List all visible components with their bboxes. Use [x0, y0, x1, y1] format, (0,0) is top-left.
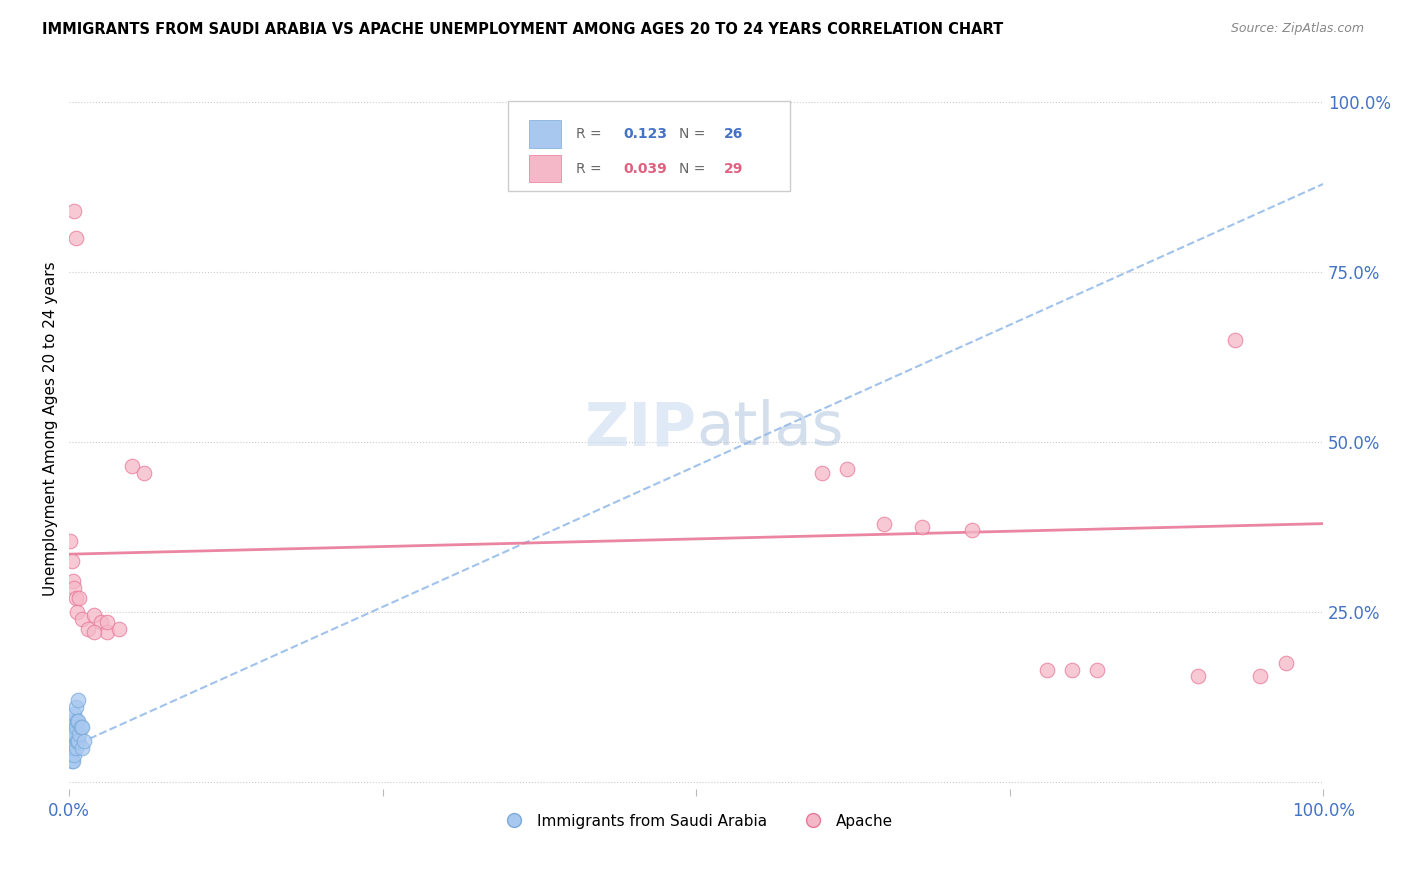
Point	[121, 458, 143, 473]
Point	[62, 714, 84, 728]
Text: N =: N =	[679, 161, 704, 176]
Point	[66, 734, 89, 748]
Point	[835, 462, 858, 476]
Point	[1036, 663, 1059, 677]
Point	[62, 755, 84, 769]
Point	[65, 740, 87, 755]
Text: N =: N =	[679, 127, 704, 141]
Point	[96, 615, 118, 629]
Point	[60, 755, 83, 769]
Point	[62, 574, 84, 589]
FancyBboxPatch shape	[508, 101, 790, 191]
Point	[59, 720, 82, 734]
Point	[66, 693, 89, 707]
FancyBboxPatch shape	[530, 120, 561, 148]
Point	[66, 714, 89, 728]
Point	[911, 520, 934, 534]
Text: 26: 26	[724, 127, 744, 141]
Point	[1062, 663, 1084, 677]
Point	[60, 554, 83, 568]
Point	[1274, 656, 1296, 670]
Text: IMMIGRANTS FROM SAUDI ARABIA VS APACHE UNEMPLOYMENT AMONG AGES 20 TO 24 YEARS CO: IMMIGRANTS FROM SAUDI ARABIA VS APACHE U…	[42, 22, 1004, 37]
Point	[65, 720, 87, 734]
Point	[83, 625, 105, 640]
Point	[59, 734, 82, 748]
Point	[59, 747, 82, 762]
Point	[69, 720, 91, 734]
Point	[66, 714, 89, 728]
Point	[67, 727, 90, 741]
Point	[66, 734, 89, 748]
Point	[77, 622, 100, 636]
Point	[1249, 669, 1271, 683]
Point	[66, 605, 89, 619]
Text: atlas: atlas	[696, 399, 844, 458]
Point	[960, 524, 983, 538]
Point	[62, 727, 84, 741]
Point	[83, 608, 105, 623]
Point	[70, 720, 93, 734]
Point	[63, 706, 86, 721]
Point	[65, 591, 87, 606]
Point	[63, 204, 86, 219]
Point	[1187, 669, 1209, 683]
Point	[63, 747, 86, 762]
Point	[63, 581, 86, 595]
Point	[65, 700, 87, 714]
Point	[1087, 663, 1109, 677]
Point	[62, 740, 84, 755]
Text: R =: R =	[576, 127, 602, 141]
Legend: Immigrants from Saudi Arabia, Apache: Immigrants from Saudi Arabia, Apache	[494, 807, 900, 835]
Point	[60, 740, 83, 755]
Text: 0.039: 0.039	[623, 161, 668, 176]
Point	[65, 231, 87, 245]
Point	[108, 622, 131, 636]
Point	[90, 615, 112, 629]
Text: 0.123: 0.123	[623, 127, 668, 141]
Point	[70, 740, 93, 755]
Point	[63, 727, 86, 741]
Text: R =: R =	[576, 161, 602, 176]
Point	[73, 734, 96, 748]
FancyBboxPatch shape	[530, 155, 561, 182]
Point	[873, 516, 896, 531]
Y-axis label: Unemployment Among Ages 20 to 24 years: Unemployment Among Ages 20 to 24 years	[44, 261, 58, 596]
Text: Source: ZipAtlas.com: Source: ZipAtlas.com	[1230, 22, 1364, 36]
Text: ZIP: ZIP	[583, 399, 696, 458]
Text: 29: 29	[724, 161, 744, 176]
Point	[67, 591, 90, 606]
Point	[134, 466, 156, 480]
Point	[70, 612, 93, 626]
Point	[96, 625, 118, 640]
Point	[810, 466, 832, 480]
Point	[59, 533, 82, 548]
Point	[60, 720, 83, 734]
Point	[1225, 333, 1247, 347]
